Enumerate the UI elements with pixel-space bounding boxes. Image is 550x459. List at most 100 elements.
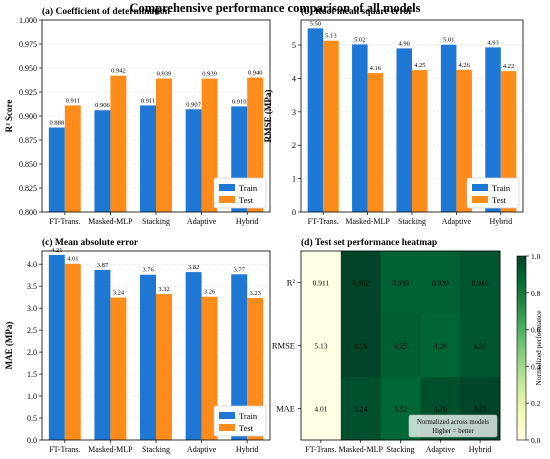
y-tick-label-a: 0.875	[19, 136, 37, 145]
y-tick-label-a: 0.850	[19, 160, 37, 169]
bar-test-b	[500, 71, 517, 212]
x-tick-label-c: Adaptive	[187, 445, 217, 454]
colorbar-tick-label: 0.2	[531, 399, 541, 408]
y-tick-label-a: 0.800	[19, 208, 37, 217]
heatmap-cell	[380, 251, 421, 315]
x-tick-label-b: Adaptive	[442, 217, 472, 226]
y-tick-label-b: 5	[292, 41, 296, 50]
x-tick-label-a: Hybrid	[236, 217, 259, 226]
heatmap-cell	[301, 251, 342, 315]
heatmap-cell-value: 4.01	[314, 405, 327, 414]
y-tick-label-b: 0	[292, 208, 296, 217]
heatmap-row-label: MAE	[276, 404, 295, 414]
y-tick-label-a: 0.900	[19, 112, 37, 121]
colorbar	[516, 255, 527, 441]
bar-train-b	[352, 44, 368, 212]
bar-train-a	[48, 127, 65, 212]
heatmap-note-box	[408, 414, 498, 438]
bar-train-a	[140, 105, 156, 212]
bar-value-label-a: 0.911	[141, 97, 155, 104]
y-tick-label-c: 2.5	[27, 326, 37, 335]
bar-train-b	[307, 28, 324, 213]
bar-value-label-c: 3.23	[249, 290, 260, 297]
y-tick-label-a: 0.825	[19, 184, 37, 193]
x-tick-label-a: Adaptive	[187, 217, 217, 226]
legend-label-test: Test	[492, 195, 507, 205]
bar-test-c	[64, 263, 81, 440]
bar-train-b	[440, 44, 457, 212]
legend-swatch-test	[219, 196, 235, 203]
y-tick-label-b: 4	[292, 74, 296, 83]
y-tick-label-b: 1	[292, 175, 296, 184]
heatmap-frame	[300, 250, 501, 441]
y-tick-label-c: 4.0	[27, 260, 37, 269]
colorbar-tick-label: 0.0	[531, 436, 541, 445]
bar-train-c	[231, 274, 248, 440]
x-tick-label-c: Stacking	[142, 445, 170, 454]
x-tick-label-b: Hybrid	[489, 217, 512, 226]
heatmap-cell	[340, 314, 381, 378]
bar-value-label-c: 3.26	[204, 289, 216, 296]
x-tick-label-a: Stacking	[142, 217, 170, 226]
bar-test-c	[201, 296, 218, 440]
x-tick-label-c: FT-Trans.	[49, 445, 80, 454]
x-tick-label-a: Masked-MLP	[88, 217, 133, 226]
y-tick-label-c: 1.5	[27, 370, 37, 379]
heatmap-col-label: FT-Trans.	[305, 445, 336, 454]
bar-value-label-a: 0.940	[248, 70, 263, 77]
bar-train-b	[396, 48, 412, 212]
legend-label-train: Train	[239, 411, 258, 421]
legend-swatch-train	[219, 184, 235, 191]
y-tick-label-c: 3.5	[27, 282, 37, 291]
bar-test-a	[201, 78, 218, 212]
bar-value-label-c: 3.77	[234, 266, 246, 273]
y-tick-label-a: 1.000	[19, 16, 37, 25]
y-axis-label-b: RMSE (MPa)	[263, 90, 273, 143]
bar-value-label-c: 3.82	[188, 264, 199, 271]
heatmap-note-line: Higher = better	[432, 428, 474, 435]
x-tick-label-b: Masked-MLP	[345, 217, 390, 226]
legend-label-train: Train	[239, 183, 258, 193]
y-tick-label-c: 0.0	[27, 436, 37, 445]
bar-test-a	[156, 78, 172, 212]
bar-test-b	[367, 73, 384, 213]
bar-test-a	[110, 75, 127, 213]
x-tick-label-a: FT-Trans.	[49, 217, 80, 226]
x-tick-label-c: Masked-MLP	[88, 445, 133, 454]
heatmap-cell-value: 5.13	[314, 342, 327, 351]
bar-value-label-a: 0.911	[66, 97, 80, 104]
legend-swatch-train	[219, 412, 235, 419]
bar-value-label-b: 4.16	[370, 65, 382, 72]
heatmap-cell	[460, 251, 501, 315]
legend-swatch-test	[472, 196, 488, 203]
axes-frame-b	[300, 19, 524, 213]
heatmap-cell	[420, 251, 461, 315]
heatmap-row-label: R²	[287, 278, 296, 288]
heatmap-cell-value: 0.942	[352, 279, 369, 288]
heatmap-cell-value: 3.32	[394, 405, 407, 414]
figure-title: Comprehensive performance comparison of …	[129, 1, 421, 15]
legend-label-test: Test	[239, 423, 254, 433]
y-tick-label-c: 3.0	[27, 304, 37, 313]
heatmap-note-line: Normalized across models	[417, 419, 489, 426]
bar-train-c	[140, 274, 156, 440]
heatmap-cell-value: 3.23	[474, 405, 487, 414]
y-axis-label-a: R² Score	[4, 100, 14, 133]
heatmap-col-label: Masked-MLP	[338, 445, 383, 454]
bar-train-b	[485, 47, 501, 212]
colorbar-label: Normalized performance	[534, 310, 543, 386]
heatmap-col-label: Stacking	[387, 445, 415, 454]
bar-value-label-a: 0.910	[232, 98, 247, 105]
y-tick-label-c: 2.0	[27, 348, 37, 357]
x-tick-label-b: Stacking	[398, 217, 426, 226]
bar-value-label-c: 3.87	[97, 262, 109, 269]
legend-swatch-train	[472, 184, 488, 191]
y-tick-label-a: 0.975	[19, 40, 37, 49]
bar-value-label-b: 4.22	[503, 63, 514, 70]
axes-frame-a	[41, 19, 271, 213]
heatmap-cell	[420, 314, 461, 378]
bar-value-label-a: 0.939	[202, 71, 217, 78]
colorbar-tick-label: 0.6	[531, 326, 541, 335]
bar-test-b	[456, 69, 472, 212]
y-axis-label-c: MAE (MPa)	[4, 322, 14, 370]
